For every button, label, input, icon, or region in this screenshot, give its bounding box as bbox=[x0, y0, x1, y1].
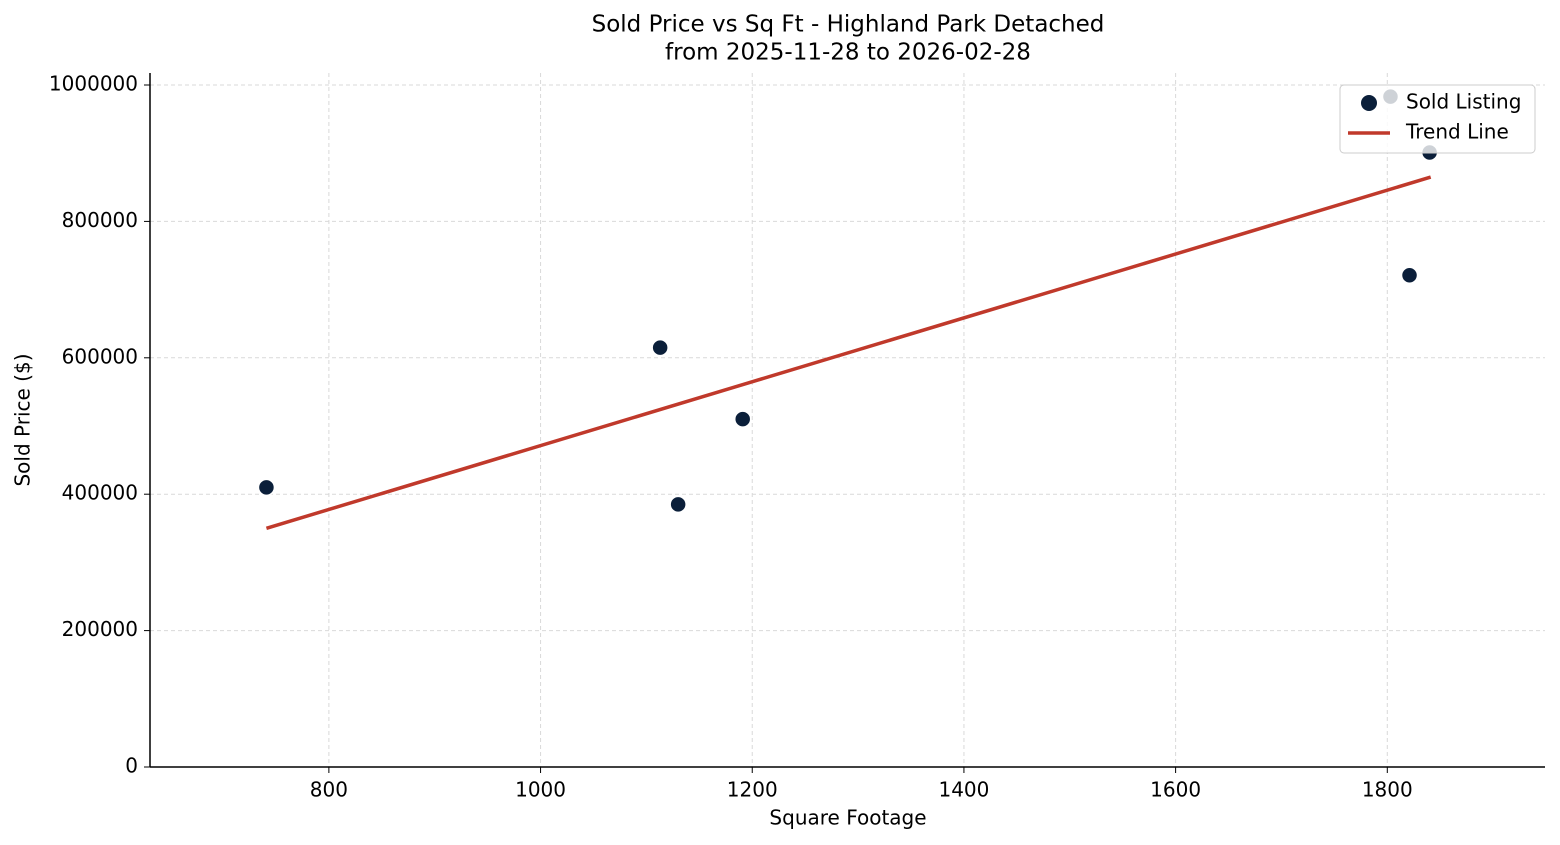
x-tick-label: 800 bbox=[310, 778, 348, 802]
legend-marker bbox=[1361, 95, 1377, 111]
y-tick-label: 1000000 bbox=[49, 72, 138, 96]
y-tick-label: 800000 bbox=[62, 208, 138, 232]
x-tick-label: 1600 bbox=[1150, 778, 1201, 802]
chart-subtitle: from 2025-11-28 to 2026-02-28 bbox=[665, 40, 1031, 66]
x-tick-label: 1000 bbox=[515, 778, 566, 802]
y-axis-label: Sold Price ($) bbox=[11, 353, 35, 486]
x-axis-label: Square Footage bbox=[769, 806, 926, 830]
point bbox=[651, 338, 669, 357]
point bbox=[669, 495, 687, 514]
legend-label: Sold Listing bbox=[1406, 90, 1521, 114]
trend-line bbox=[265, 175, 1432, 530]
y-tick-label: 400000 bbox=[62, 481, 138, 505]
legend-label: Trend Line bbox=[1405, 120, 1509, 144]
y-tick-label: 600000 bbox=[62, 344, 138, 368]
x-tick-label: 1200 bbox=[727, 778, 778, 802]
x-tick-label: 1800 bbox=[1362, 778, 1413, 802]
point bbox=[733, 410, 752, 428]
legend-box bbox=[1339, 84, 1536, 154]
y-tick-label: 0 bbox=[125, 754, 138, 778]
point bbox=[1400, 266, 1419, 285]
point bbox=[257, 478, 276, 497]
y-tick-label: 200000 bbox=[62, 617, 138, 641]
chart-title: Sold Price vs Sq Ft - Highland Park Deta… bbox=[592, 12, 1105, 38]
x-tick-label: 1400 bbox=[938, 778, 989, 802]
